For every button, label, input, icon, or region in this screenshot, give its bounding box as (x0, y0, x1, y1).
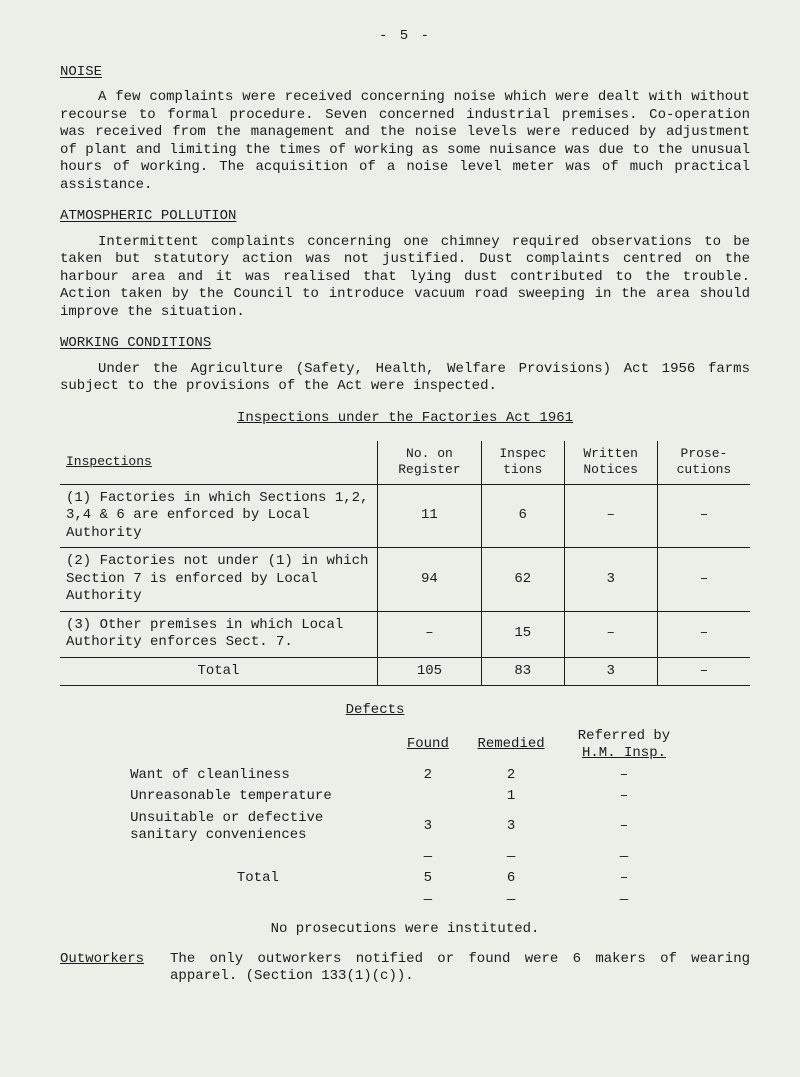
col-inspections-count: Inspec (499, 446, 546, 461)
cell: 105 (377, 657, 481, 686)
cell: – (560, 808, 688, 847)
cell-label: (1) Factories in which Sections 1,2, 3,4… (60, 484, 377, 548)
cell: – (560, 765, 688, 787)
cell: 2 (394, 765, 462, 787)
inspections-table-title: Inspections under the Factories Act 1961 (60, 410, 750, 428)
cell: – (657, 548, 750, 612)
outworkers-block: Outworkers The only outworkers notified … (60, 951, 750, 986)
para-atmos: Intermittent complaints concerning one c… (60, 234, 750, 322)
table-dash-row: — — — (122, 890, 688, 912)
col-prosecutions: Prose- (681, 446, 728, 461)
cell: — (394, 847, 462, 869)
col-remedied: Remedied (462, 726, 560, 765)
cell: — (462, 890, 560, 912)
table-row: Unsuitable or defective sanitary conveni… (122, 808, 688, 847)
cell: – (560, 786, 688, 808)
table-total-row: Total 5 6 – (122, 868, 688, 890)
heading-atmos: ATMOSPHERIC POLLUTION (60, 208, 750, 226)
table-row: Unreasonable temperature 1 – (122, 786, 688, 808)
outworkers-text: The only outworkers notified or found we… (170, 951, 750, 986)
cell: 1 (462, 786, 560, 808)
cell: 3 (564, 548, 657, 612)
table-row: Want of cleanliness 2 2 – (122, 765, 688, 787)
cell-label: Unsuitable or defective sanitary conveni… (122, 808, 394, 847)
table-header-row: Found Remedied Referred by H.M. Insp. (122, 726, 688, 765)
cell: – (657, 657, 750, 686)
cell-total-label: Total (122, 868, 394, 890)
table-total-row: Total 105 83 3 – (60, 657, 750, 686)
para-working-intro: Under the Agriculture (Safety, Health, W… (60, 361, 750, 396)
table-header-row: Inspections No. onRegister Inspections W… (60, 441, 750, 484)
cell: — (394, 890, 462, 912)
defects-table: Found Remedied Referred by H.M. Insp. Wa… (122, 726, 688, 912)
cell: – (564, 611, 657, 657)
cell: – (564, 484, 657, 548)
col-referred-sub: H.M. Insp. (582, 745, 666, 761)
col-found: Found (394, 726, 462, 765)
cell: — (560, 890, 688, 912)
cell: 6 (481, 484, 564, 548)
col-inspections: Inspections (66, 454, 152, 469)
cell: 11 (377, 484, 481, 548)
table-row: (1) Factories in which Sections 1,2, 3,4… (60, 484, 750, 548)
cell: 94 (377, 548, 481, 612)
cell-total-label: Total (60, 657, 377, 686)
defects-heading: Defects (30, 702, 720, 720)
cell-label: (3) Other premises in which Local Author… (60, 611, 377, 657)
cell: 3 (564, 657, 657, 686)
table-row: (3) Other premises in which Local Author… (60, 611, 750, 657)
cell-label: Unreasonable temperature (122, 786, 394, 808)
cell: 62 (481, 548, 564, 612)
cell: – (560, 868, 688, 890)
table-row: (2) Factories not under (1) in which Sec… (60, 548, 750, 612)
col-register: No. on (406, 446, 453, 461)
cell: 2 (462, 765, 560, 787)
cell: 15 (481, 611, 564, 657)
cell: 3 (394, 808, 462, 847)
cell-label: Want of cleanliness (122, 765, 394, 787)
cell: – (657, 611, 750, 657)
inspections-table: Inspections No. onRegister Inspections W… (60, 441, 750, 686)
table-dash-row: — — — (122, 847, 688, 869)
page-number: - 5 - (60, 28, 750, 46)
cell: 3 (462, 808, 560, 847)
cell: 83 (481, 657, 564, 686)
para-noise: A few complaints were received concernin… (60, 89, 750, 194)
cell (394, 786, 462, 808)
cell: – (377, 611, 481, 657)
cell-label: (2) Factories not under (1) in which Sec… (60, 548, 377, 612)
cell: 6 (462, 868, 560, 890)
cell: — (560, 847, 688, 869)
outworkers-label: Outworkers (60, 951, 144, 986)
heading-working: WORKING CONDITIONS (60, 335, 750, 353)
no-prosecutions-line: No prosecutions were instituted. (60, 921, 750, 939)
cell: — (462, 847, 560, 869)
col-referred: Referred by (578, 728, 670, 744)
heading-noise: NOISE (60, 64, 750, 82)
col-notices: Written (583, 446, 638, 461)
cell: 5 (394, 868, 462, 890)
cell: – (657, 484, 750, 548)
